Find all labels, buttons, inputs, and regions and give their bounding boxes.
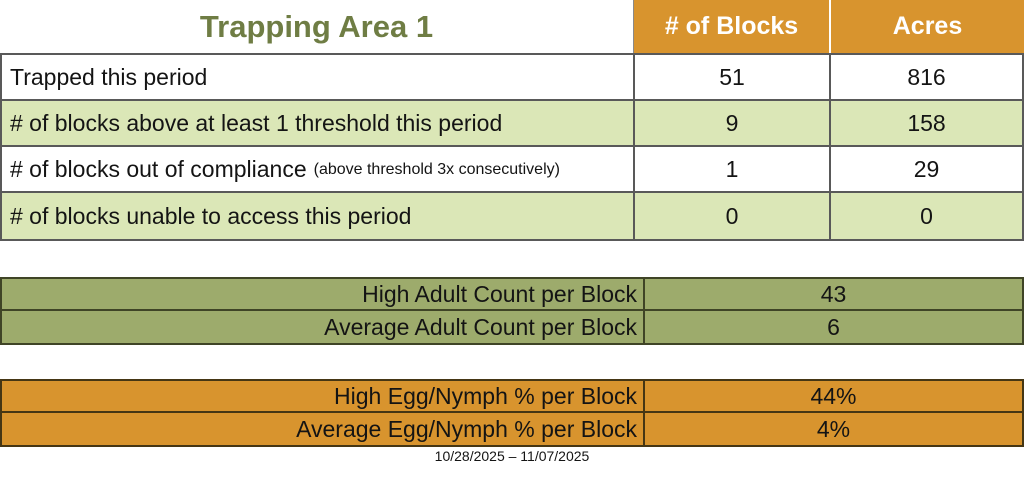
col-header-blocks: # of Blocks (633, 0, 829, 53)
row-label: Average Adult Count per Block (324, 313, 637, 340)
row-label: High Adult Count per Block (362, 280, 637, 307)
table-row-unable-to-access: # of blocks unable to access this period… (2, 193, 1022, 239)
acres-value: 0 (829, 193, 1022, 239)
row-value: 44% (643, 381, 1022, 411)
header-row: Trapping Area 1 # of Blocks Acres (0, 0, 1024, 53)
blocks-value: 0 (633, 193, 829, 239)
table-row-high-adult: High Adult Count per Block 43 (2, 279, 1022, 311)
row-value: 43 (643, 279, 1022, 309)
blocks-value: 51 (633, 55, 829, 99)
row-label: # of blocks above at least 1 threshold t… (2, 101, 633, 145)
acres-value: 158 (829, 101, 1022, 145)
main-table: Trapping Area 1 # of Blocks Acres Trappe… (0, 0, 1024, 241)
row-label-text: # of blocks out of compliance (10, 155, 307, 182)
date-range: 10/28/2025 – 11/07/2025 (434, 448, 590, 464)
row-label-text: # of blocks unable to access this period (10, 202, 412, 229)
acres-value: 29 (829, 147, 1022, 191)
row-label: # of blocks unable to access this period (2, 193, 633, 239)
row-value: 6 (643, 311, 1022, 343)
col-header-acres: Acres (829, 0, 1024, 53)
row-label: # of blocks out of compliance (above thr… (2, 147, 633, 191)
table-row-average-adult: Average Adult Count per Block 6 (2, 311, 1022, 343)
adult-count-table: High Adult Count per Block 43 Average Ad… (0, 277, 1024, 345)
table-row-average-egg-nymph: Average Egg/Nymph % per Block 4% (2, 413, 1022, 445)
row-label: Trapped this period (2, 55, 633, 99)
egg-nymph-table: High Egg/Nymph % per Block 44% Average E… (0, 379, 1024, 447)
page-title: Trapping Area 1 (199, 8, 434, 44)
row-value: 4% (643, 413, 1022, 445)
table-row-trapped: Trapped this period 51 816 (2, 55, 1022, 101)
row-label: High Egg/Nymph % per Block (334, 382, 637, 409)
acres-value: 816 (829, 55, 1022, 99)
row-label: Average Egg/Nymph % per Block (296, 415, 637, 442)
table-row-out-of-compliance: # of blocks out of compliance (above thr… (2, 147, 1022, 193)
table-row-high-egg-nymph: High Egg/Nymph % per Block 44% (2, 381, 1022, 413)
blocks-value: 9 (633, 101, 829, 145)
row-label-text: # of blocks above at least 1 threshold t… (10, 109, 503, 136)
table-row-above-threshold: # of blocks above at least 1 threshold t… (2, 101, 1022, 147)
row-label-text: Trapped this period (10, 63, 208, 90)
main-table-body: Trapped this period 51 816 # of blocks a… (0, 53, 1024, 241)
blocks-value: 1 (633, 147, 829, 191)
row-label-note: (above threshold 3x consecutively) (313, 161, 560, 178)
